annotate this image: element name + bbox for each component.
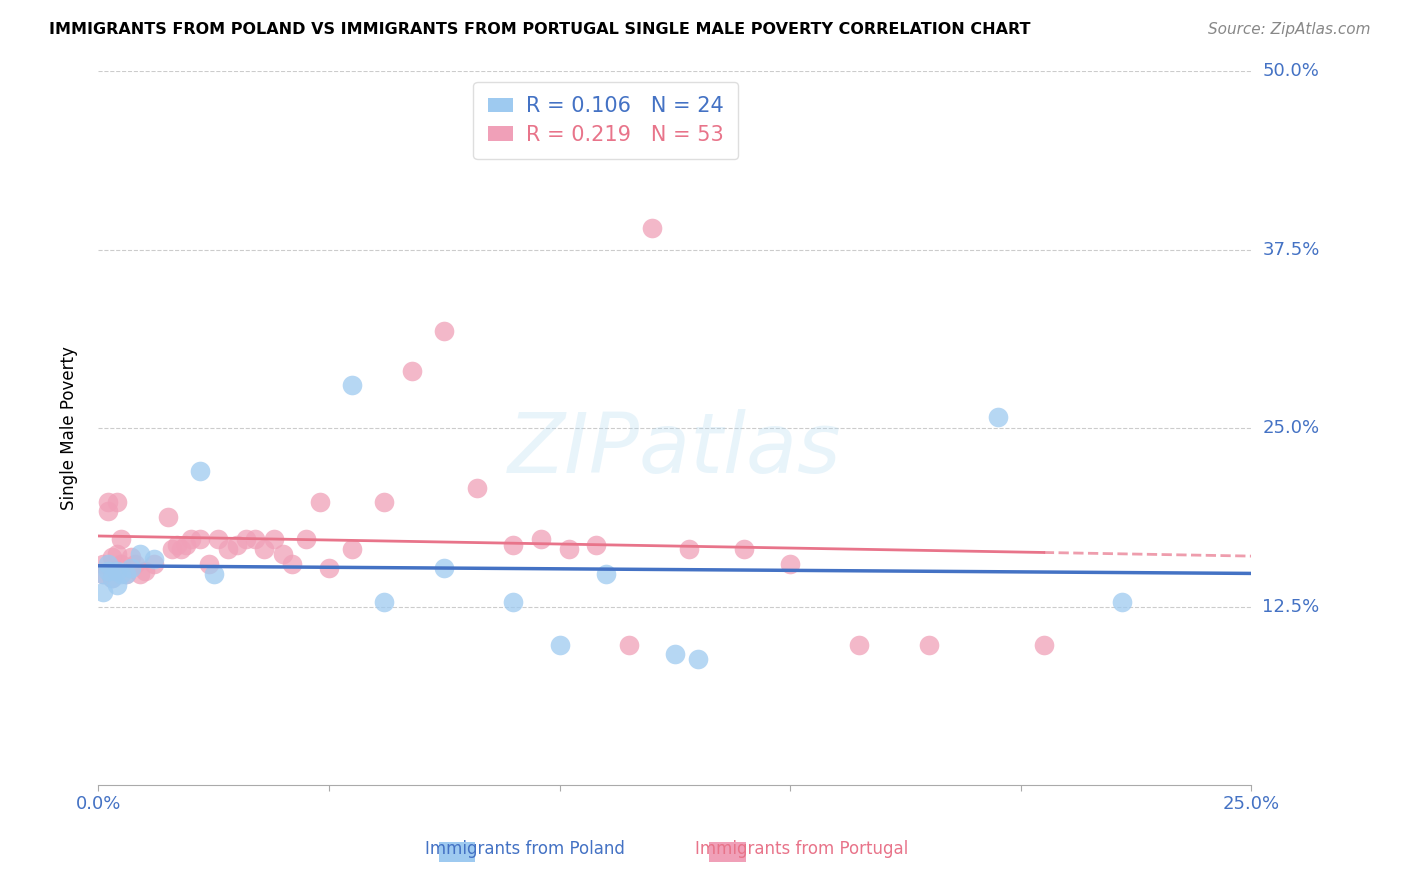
Point xyxy=(188,533,211,547)
Point xyxy=(235,533,257,547)
Y-axis label: Single Male Poverty: Single Male Poverty xyxy=(59,346,77,510)
Point xyxy=(373,495,395,509)
Point xyxy=(664,647,686,661)
Point xyxy=(91,585,114,599)
Text: Immigrants from Poland: Immigrants from Poland xyxy=(425,840,624,858)
FancyBboxPatch shape xyxy=(710,842,747,862)
Point xyxy=(129,566,152,581)
Text: 12.5%: 12.5% xyxy=(1263,598,1320,615)
Point xyxy=(548,638,571,652)
Point xyxy=(433,324,456,338)
Point xyxy=(1111,595,1133,609)
Point xyxy=(530,533,553,547)
Text: 50.0%: 50.0% xyxy=(1263,62,1319,80)
Point xyxy=(917,638,939,652)
Text: Immigrants from Portugal: Immigrants from Portugal xyxy=(695,840,908,858)
Point xyxy=(124,557,146,571)
Point xyxy=(217,542,239,557)
Point xyxy=(115,566,138,581)
Point xyxy=(502,595,524,609)
Point xyxy=(180,533,202,547)
Text: IMMIGRANTS FROM POLAND VS IMMIGRANTS FROM PORTUGAL SINGLE MALE POVERTY CORRELATI: IMMIGRANTS FROM POLAND VS IMMIGRANTS FRO… xyxy=(49,22,1031,37)
Point xyxy=(97,504,120,518)
Point xyxy=(115,566,138,581)
Point xyxy=(585,538,607,552)
Point xyxy=(105,547,128,561)
Point xyxy=(101,571,124,585)
Point xyxy=(142,552,165,566)
Point xyxy=(617,638,640,652)
Point xyxy=(134,564,156,578)
Point xyxy=(105,564,128,578)
Text: 37.5%: 37.5% xyxy=(1263,241,1320,259)
Point xyxy=(166,538,188,552)
Point xyxy=(198,557,221,571)
Point xyxy=(120,549,142,564)
Point xyxy=(340,542,363,557)
Point xyxy=(253,542,276,557)
Text: ZIPatlas: ZIPatlas xyxy=(508,409,842,490)
Point xyxy=(207,533,229,547)
Text: Source: ZipAtlas.com: Source: ZipAtlas.com xyxy=(1208,22,1371,37)
Point xyxy=(733,542,755,557)
Text: 25.0%: 25.0% xyxy=(1263,419,1320,437)
Point xyxy=(110,533,132,547)
Point xyxy=(110,566,132,581)
Point xyxy=(105,495,128,509)
Point xyxy=(558,542,581,557)
Point xyxy=(271,547,294,561)
Point xyxy=(174,538,197,552)
Point xyxy=(281,557,304,571)
Point xyxy=(101,571,124,585)
Point xyxy=(401,364,423,378)
Point xyxy=(91,566,114,581)
Point xyxy=(263,533,285,547)
Point xyxy=(160,542,183,557)
FancyBboxPatch shape xyxy=(439,842,475,862)
Point xyxy=(97,557,120,571)
Point xyxy=(686,652,709,666)
Point xyxy=(91,566,114,581)
Point xyxy=(848,638,870,652)
Point xyxy=(120,561,142,575)
Point xyxy=(202,566,225,581)
Point xyxy=(188,464,211,478)
Point xyxy=(502,538,524,552)
Point xyxy=(225,538,247,552)
Point xyxy=(142,557,165,571)
Point xyxy=(295,533,318,547)
Point xyxy=(91,557,114,571)
Point xyxy=(97,564,120,578)
Point xyxy=(101,549,124,564)
Point xyxy=(308,495,330,509)
Point xyxy=(641,221,664,235)
Point xyxy=(97,495,120,509)
Legend: R = 0.106   N = 24, R = 0.219   N = 53: R = 0.106 N = 24, R = 0.219 N = 53 xyxy=(474,82,738,160)
Point xyxy=(110,557,132,571)
Point xyxy=(465,481,488,495)
Point xyxy=(340,378,363,392)
Point xyxy=(779,557,801,571)
Point xyxy=(433,561,456,575)
Point xyxy=(129,547,152,561)
Point xyxy=(156,509,179,524)
Point xyxy=(987,409,1010,424)
Point xyxy=(245,533,267,547)
Point xyxy=(595,566,617,581)
Point xyxy=(318,561,340,575)
Point xyxy=(678,542,700,557)
Point xyxy=(373,595,395,609)
Point xyxy=(1032,638,1054,652)
Point xyxy=(170,542,193,557)
Point xyxy=(105,578,128,592)
